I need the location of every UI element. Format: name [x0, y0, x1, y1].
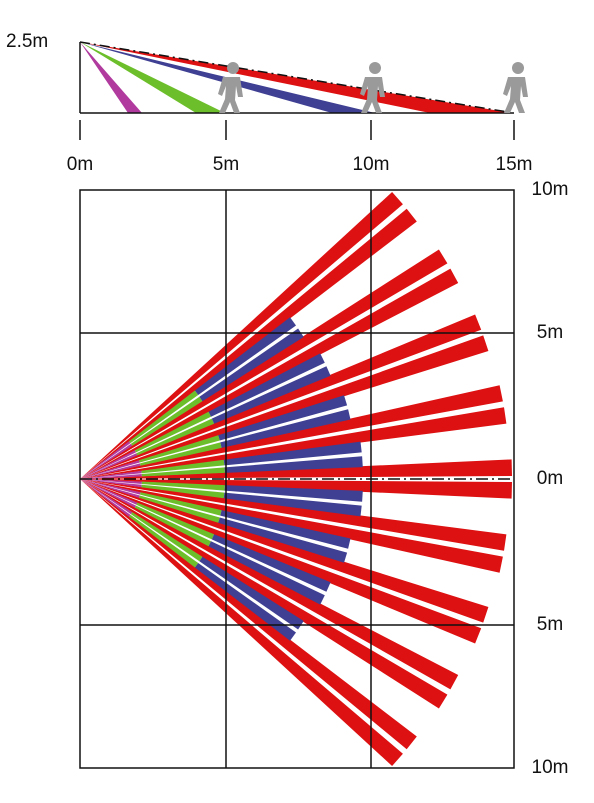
person-body: [218, 77, 243, 113]
beam-strip: [80, 479, 489, 623]
beam-strip: [80, 479, 141, 495]
beam-strip: [80, 314, 482, 479]
beam-strip: [129, 390, 199, 444]
lateral-label: 0m: [537, 468, 563, 489]
beam-axis: [79, 41, 515, 114]
beam-strip: [223, 492, 362, 517]
beam-purple: [80, 42, 142, 113]
beam-strip: [80, 474, 142, 479]
beam-strip: [80, 479, 482, 644]
beam-strip: [80, 453, 138, 479]
height-label: 2.5m: [6, 31, 48, 52]
beam-green: [80, 42, 225, 113]
person-icon: [218, 62, 243, 113]
beam-strip: [136, 502, 215, 540]
distance-label: 5m: [213, 154, 239, 175]
beam-strip: [139, 435, 220, 463]
beam-strip: [80, 450, 136, 479]
person-head: [369, 62, 381, 74]
beam-strip: [80, 479, 133, 515]
beam-strip: [224, 456, 363, 473]
beam-strip: [131, 396, 203, 446]
beam-strip: [134, 411, 211, 453]
beam-strip: [218, 517, 348, 563]
beam-strip: [211, 366, 331, 424]
side-view: 2.5m 0m 5m 10m 15m: [6, 31, 532, 175]
beam-strip: [80, 479, 138, 505]
beam-strip: [220, 510, 351, 549]
person-icon: [360, 62, 385, 113]
beam-strip: [80, 192, 403, 479]
grid-frame: [79, 189, 515, 769]
distance-label: 15m: [496, 154, 533, 175]
beams: [80, 192, 512, 766]
beam-strip: [218, 395, 348, 441]
lateral-label: 10m: [532, 179, 569, 200]
beam-strip: [211, 534, 331, 592]
person-body: [360, 77, 385, 113]
beam-strip: [141, 459, 225, 474]
beam-strip: [141, 481, 225, 491]
beam-strip: [208, 541, 325, 605]
person-head: [227, 62, 239, 74]
beam-strip: [131, 512, 203, 562]
beam-strip: [80, 441, 131, 479]
beam-strip: [80, 479, 142, 488]
grid: [79, 189, 515, 769]
beam-strip: [80, 479, 140, 498]
beam-strip: [80, 479, 142, 484]
beam-strip: [80, 479, 459, 690]
beam-strip: [141, 484, 225, 499]
beam-strip: [80, 479, 448, 709]
lateral-label: 10m: [532, 757, 569, 778]
lateral-label: 5m: [537, 614, 563, 635]
person-head: [512, 62, 524, 74]
beam-strip: [208, 353, 325, 417]
beam-strip: [220, 409, 351, 448]
beam-strip: [80, 463, 141, 479]
beam-strip: [223, 441, 362, 466]
beam-strip: [140, 492, 222, 516]
beam-strip: [80, 479, 131, 517]
beam-strip: [80, 208, 417, 479]
beam-strip: [80, 479, 403, 766]
beam-strip: [80, 249, 448, 479]
beam-strip: [194, 563, 296, 641]
beam-strip: [134, 505, 211, 547]
beam-strip: [80, 268, 459, 479]
beam-strip: [80, 470, 142, 479]
distance-label: 0m: [67, 154, 93, 175]
beam-strip: [129, 514, 199, 568]
beam-strip: [80, 335, 489, 479]
beam-strip: [140, 442, 222, 466]
beam-strip: [80, 479, 136, 508]
distance-label: 10m: [353, 154, 390, 175]
beam-strip: [141, 467, 225, 477]
person-body: [503, 77, 528, 113]
beam-strip: [224, 485, 363, 502]
lateral-label: 5m: [537, 322, 563, 343]
beam-strip: [136, 418, 215, 456]
beam-strip: [80, 479, 417, 750]
beam-strip: [194, 317, 296, 395]
beam-strip: [80, 479, 507, 551]
beam-strip: [80, 460, 140, 479]
person-icon: [503, 62, 528, 113]
top-view: 10m 5m 0m 5m 10m: [79, 179, 569, 778]
beam-strip: [80, 443, 133, 479]
beam-strip: [80, 407, 507, 479]
beam-strip: [139, 495, 220, 523]
